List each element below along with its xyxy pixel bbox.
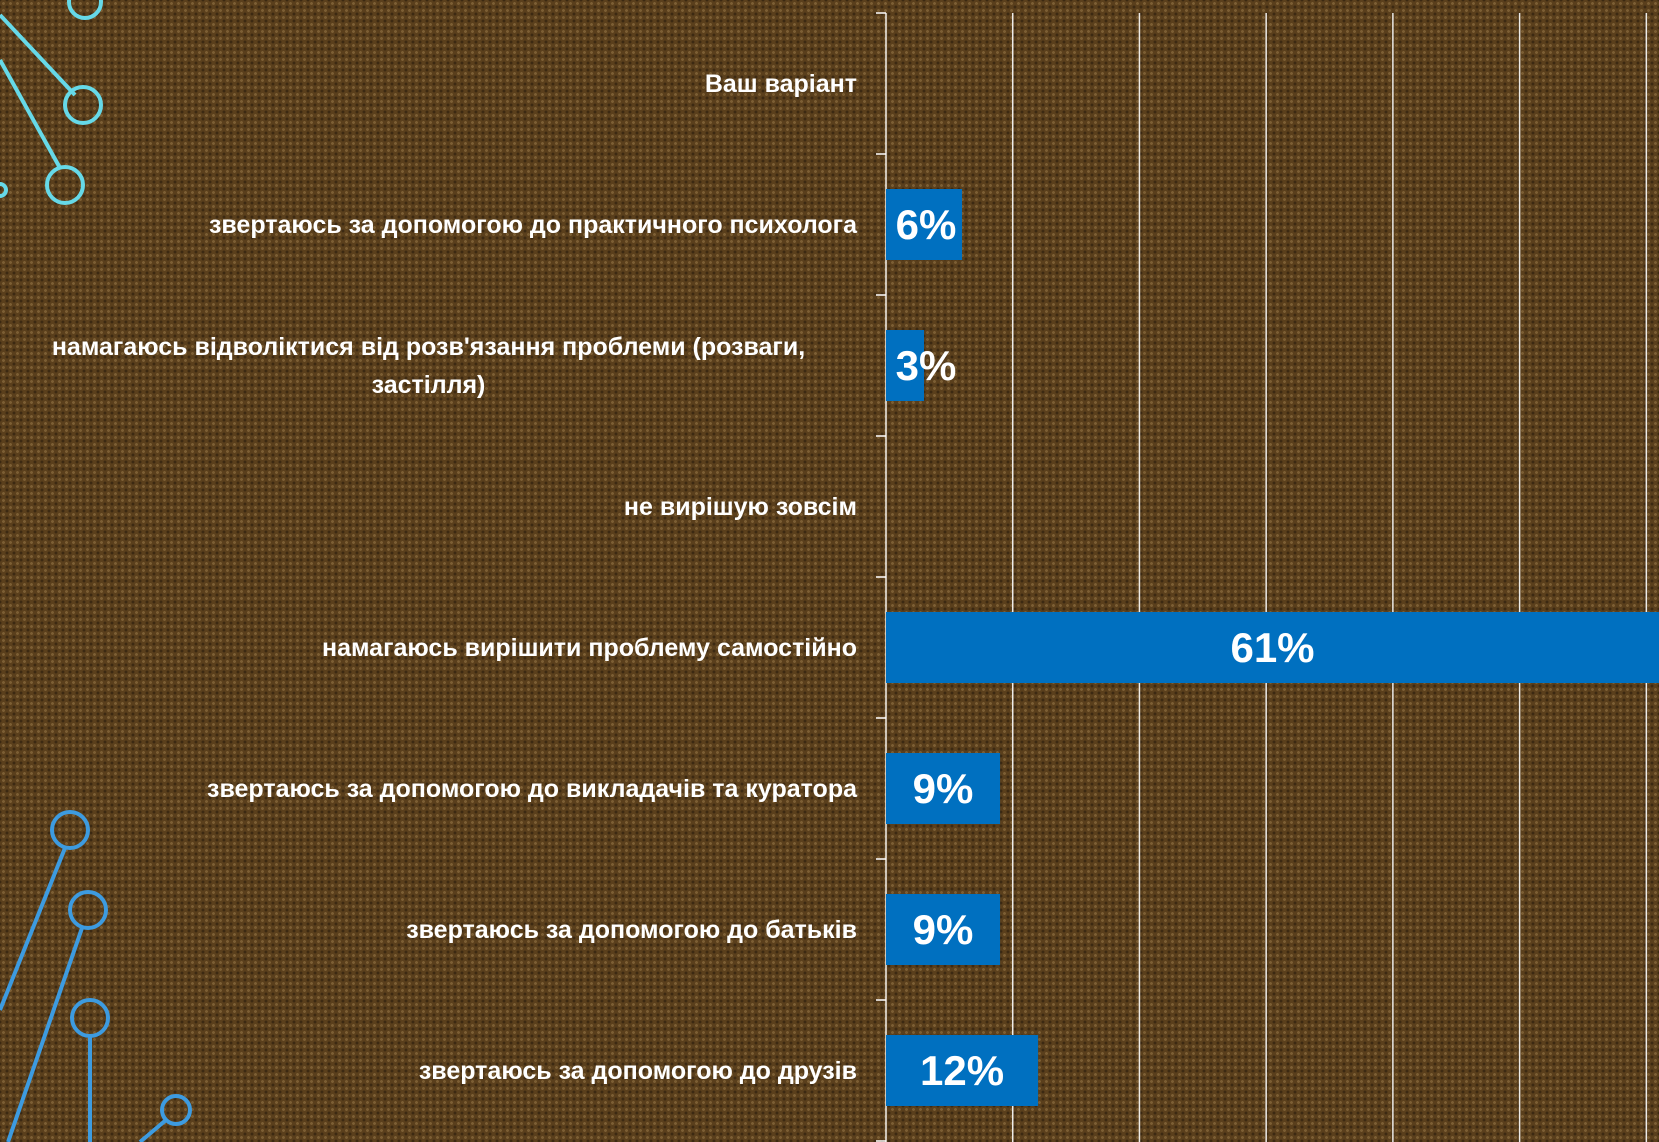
data-label: 12% <box>920 1047 1004 1094</box>
data-label: 3% <box>896 342 957 389</box>
bar <box>886 894 1001 965</box>
data-label: 61% <box>1230 624 1314 671</box>
category-label: намагаюсь вирішити проблему самостійно <box>322 633 857 662</box>
category-label: намагаюсь відволіктися від розв'язання п… <box>51 332 806 399</box>
decoration <box>0 0 192 1142</box>
bar <box>886 612 1659 683</box>
data-label: 9% <box>913 906 974 953</box>
bar <box>886 330 925 401</box>
bar <box>886 753 1001 824</box>
category-label: звертаюсь за допомогою до батьків <box>406 915 857 944</box>
data-label: 6% <box>896 201 957 248</box>
category-label: Ваш варіант <box>704 69 857 98</box>
bar <box>886 1035 1039 1106</box>
category-label: звертаюсь за допомогою до друзів <box>418 1056 857 1085</box>
category-label: звертаюсь за допомогою до практичного пс… <box>208 210 857 239</box>
category-label: звертаюсь за допомогою до викладачів та … <box>207 774 857 803</box>
category-label: не вирішую зовсім <box>623 492 857 521</box>
data-label: 9% <box>913 765 974 812</box>
bar <box>886 189 963 260</box>
